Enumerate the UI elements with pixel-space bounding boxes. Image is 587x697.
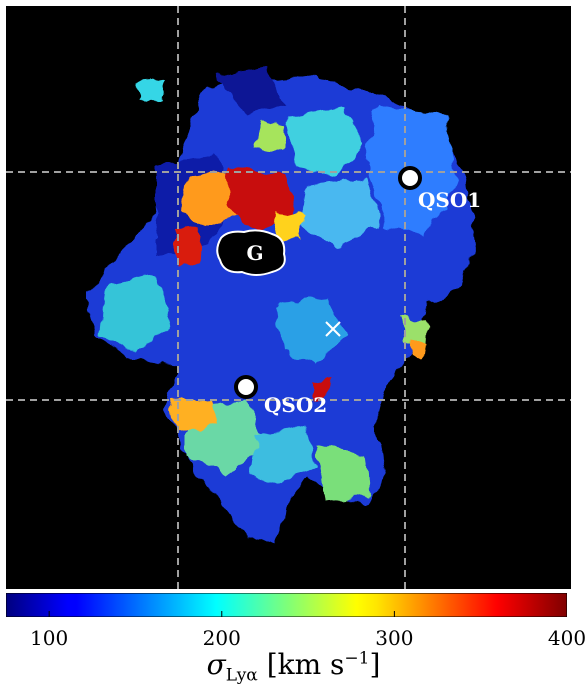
emission-regions [86,66,476,546]
colorbar-label: σLyα [km s−1] [0,648,587,686]
sigma-lya-map: G QSO1 QSO2 [6,6,571,589]
qso1-marker: QSO1 [398,166,481,212]
colorbar-label-exponent: −1 [344,648,370,669]
center-cross-marker [325,321,341,337]
qso2-label: QSO2 [264,393,327,417]
colorbar-ticks [48,611,567,617]
colorbar-tick-label: 400 [547,626,587,650]
colorbar-label-unit: [km s [266,648,345,681]
colorbar-label-close: ] [369,648,381,681]
colorbar-label-symbol: σ [206,648,226,681]
colorbar-tick-label: 300 [375,626,414,650]
qso2-marker: QSO2 [234,375,327,417]
colorbar-tick-label: 100 [30,626,69,650]
crosshair-lines [6,6,571,589]
colorbar-label-subscript: Lyα [225,665,258,686]
qso1-label: QSO1 [418,188,481,212]
colorbar [6,593,567,617]
galaxy-label: G [246,241,263,265]
colorbar-tick-label: 200 [202,626,241,650]
galaxy-marker: G [216,229,286,276]
